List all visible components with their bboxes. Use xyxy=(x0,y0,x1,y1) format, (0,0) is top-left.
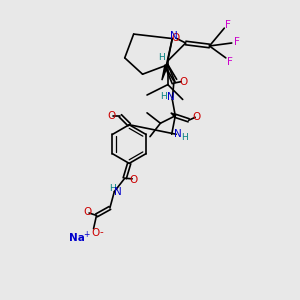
Text: N: N xyxy=(114,187,122,196)
Text: F: F xyxy=(227,57,233,67)
Text: +: + xyxy=(83,230,89,238)
Text: Na: Na xyxy=(69,233,85,243)
Text: F: F xyxy=(225,20,231,30)
Text: H: H xyxy=(181,133,188,142)
Text: H: H xyxy=(110,184,116,193)
Text: N: N xyxy=(170,32,178,41)
Text: N: N xyxy=(174,129,182,139)
Text: F: F xyxy=(234,38,240,47)
Text: O: O xyxy=(130,175,138,185)
Text: N: N xyxy=(167,92,175,101)
Text: O: O xyxy=(91,228,99,238)
Text: H: H xyxy=(158,53,165,62)
Text: O: O xyxy=(171,33,179,43)
Text: O: O xyxy=(107,111,116,121)
Text: O: O xyxy=(179,76,188,87)
Polygon shape xyxy=(171,113,176,117)
Text: O: O xyxy=(193,112,201,122)
Text: -: - xyxy=(99,227,103,237)
Text: O: O xyxy=(83,207,92,218)
Text: H: H xyxy=(160,92,167,101)
Polygon shape xyxy=(162,65,168,80)
